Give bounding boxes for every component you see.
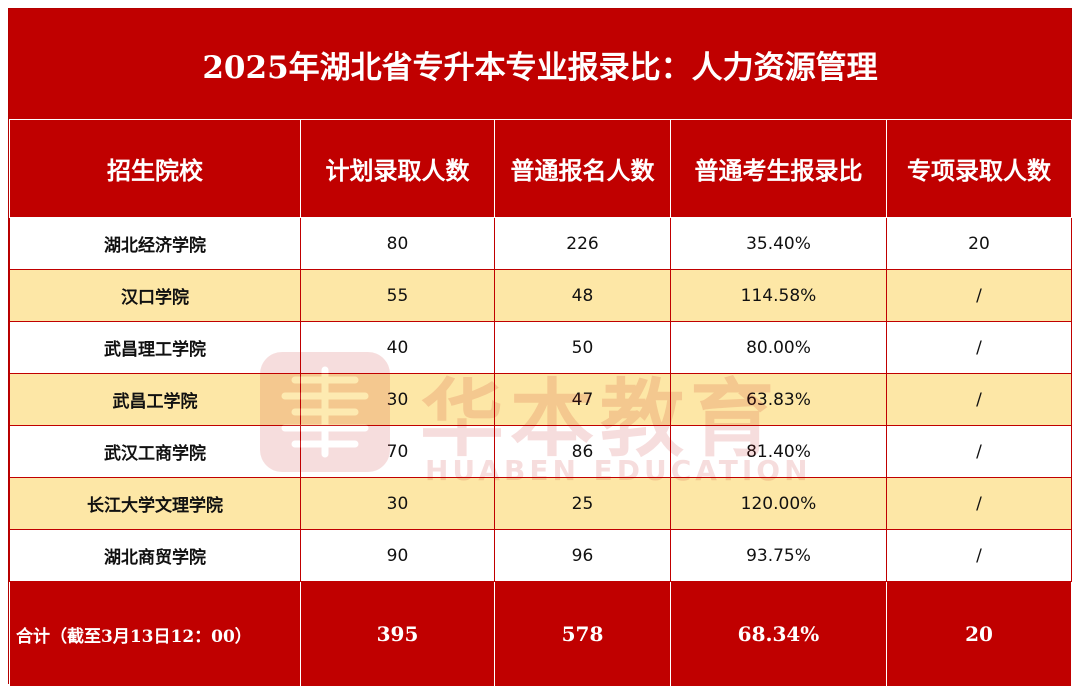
- applicants-cell: 25: [494, 477, 671, 530]
- school-cell: 湖北经济学院: [9, 217, 301, 270]
- school-cell: 汉口学院: [9, 269, 301, 322]
- special-cell: 20: [886, 217, 1072, 270]
- special-cell: /: [886, 269, 1072, 322]
- ratio-cell: 80.00%: [670, 321, 887, 374]
- table-row: 汉口学院 55 48 114.58% /: [9, 269, 1072, 322]
- applicants-cell: 48: [494, 269, 671, 322]
- admission-table: 招生院校 计划录取人数 普通报名人数 普通考生报录比 专项录取人数 湖北经济学院…: [9, 119, 1072, 687]
- school-cell: 武昌工学院: [9, 373, 301, 426]
- applicants-cell: 86: [494, 425, 671, 478]
- special-cell: /: [886, 477, 1072, 530]
- special-cell: /: [886, 529, 1072, 582]
- planned-cell: 30: [300, 373, 495, 426]
- table-header-row: 招生院校 计划录取人数 普通报名人数 普通考生报录比 专项录取人数: [9, 119, 1072, 218]
- school-cell: 湖北商贸学院: [9, 529, 301, 582]
- school-cell: 武昌理工学院: [9, 321, 301, 374]
- table-row: 湖北经济学院 80 226 35.40% 20: [9, 217, 1072, 270]
- total-special: 20: [886, 581, 1072, 687]
- admission-ratio-sheet: 2025年湖北省专升本专业报录比：人力资源管理 招生院校 计划录取人数 普通报名…: [8, 8, 1072, 687]
- ratio-cell: 63.83%: [670, 373, 887, 426]
- column-header-special: 专项录取人数: [886, 119, 1072, 218]
- total-row: 合计（截至3月13日12：00） 395 578 68.34% 20: [9, 581, 1072, 687]
- school-cell: 武汉工商学院: [9, 425, 301, 478]
- applicants-cell: 226: [494, 217, 671, 270]
- total-ratio: 68.34%: [670, 581, 887, 687]
- planned-cell: 55: [300, 269, 495, 322]
- ratio-cell: 35.40%: [670, 217, 887, 270]
- column-header-applicants: 普通报名人数: [494, 119, 671, 218]
- total-applicants: 578: [494, 581, 671, 687]
- school-cell: 长江大学文理学院: [9, 477, 301, 530]
- column-header-school: 招生院校: [9, 119, 301, 218]
- column-header-ratio: 普通考生报录比: [670, 119, 887, 218]
- ratio-cell: 93.75%: [670, 529, 887, 582]
- table-row: 长江大学文理学院 30 25 120.00% /: [9, 477, 1072, 530]
- table-row: 湖北商贸学院 90 96 93.75% /: [9, 529, 1072, 582]
- special-cell: /: [886, 321, 1072, 374]
- planned-cell: 80: [300, 217, 495, 270]
- planned-cell: 30: [300, 477, 495, 530]
- page-title: 2025年湖北省专升本专业报录比：人力资源管理: [9, 9, 1071, 120]
- table-row: 武汉工商学院 70 86 81.40% /: [9, 425, 1072, 478]
- total-planned: 395: [300, 581, 495, 687]
- table-row: 武昌理工学院 40 50 80.00% /: [9, 321, 1072, 374]
- column-header-planned: 计划录取人数: [300, 119, 495, 218]
- planned-cell: 70: [300, 425, 495, 478]
- planned-cell: 40: [300, 321, 495, 374]
- ratio-cell: 81.40%: [670, 425, 887, 478]
- special-cell: /: [886, 425, 1072, 478]
- applicants-cell: 96: [494, 529, 671, 582]
- total-label: 合计（截至3月13日12：00）: [9, 581, 301, 687]
- planned-cell: 90: [300, 529, 495, 582]
- applicants-cell: 47: [494, 373, 671, 426]
- table-row: 武昌工学院 30 47 63.83% /: [9, 373, 1072, 426]
- applicants-cell: 50: [494, 321, 671, 374]
- special-cell: /: [886, 373, 1072, 426]
- ratio-cell: 120.00%: [670, 477, 887, 530]
- ratio-cell: 114.58%: [670, 269, 887, 322]
